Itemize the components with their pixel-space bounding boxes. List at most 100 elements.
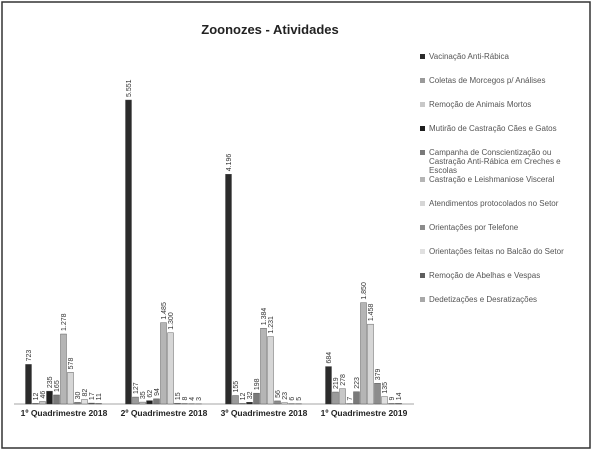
data-label: 56 — [275, 390, 282, 398]
data-label: 35 — [140, 391, 147, 399]
bar — [160, 322, 167, 405]
legend-swatch — [420, 102, 425, 107]
bar — [39, 401, 46, 405]
data-label: 82 — [82, 389, 89, 397]
bar — [146, 400, 153, 405]
bar — [367, 323, 374, 405]
legend-swatch — [420, 54, 425, 59]
data-label: 1.231 — [268, 316, 275, 334]
legend-label: Castração e Leishmaniose Visceral — [429, 175, 555, 184]
bar — [81, 399, 88, 405]
legend-swatch — [420, 150, 425, 155]
bar — [153, 398, 160, 405]
data-label: 6 — [289, 397, 296, 401]
x-tick-label: 2º Quadrimestre 2018 — [121, 408, 208, 418]
legend-swatch — [420, 273, 425, 278]
data-label: 1.485 — [161, 302, 168, 320]
bar — [25, 364, 32, 405]
legend-item: Campanha de Conscientização ou Castração… — [420, 148, 588, 175]
bar — [395, 403, 402, 405]
bar — [260, 328, 267, 405]
data-label: 155 — [233, 381, 240, 393]
chart-title: Zoonozes - Atividades — [201, 22, 338, 37]
data-label: 15 — [175, 392, 182, 400]
legend-label: Campanha de Conscientização ou Castração… — [429, 148, 561, 175]
bar — [325, 366, 332, 405]
x-tick-label: 1º Quadrimestre 2018 — [21, 408, 108, 418]
bar — [353, 391, 360, 405]
bar — [32, 403, 39, 405]
data-label: 9 — [389, 397, 396, 401]
data-label: 3 — [196, 397, 203, 401]
bar — [239, 403, 246, 405]
legend-label: Remoção de Animais Mortos — [429, 100, 532, 109]
legend-label: Dedetizações e Desratizações — [429, 295, 538, 304]
data-label: 5 — [296, 397, 303, 401]
bar — [281, 402, 288, 405]
data-label: 12 — [33, 392, 40, 400]
bar — [246, 402, 253, 405]
bar — [174, 402, 181, 405]
data-label: 198 — [254, 378, 261, 390]
legend-label: Remoção de Abelhas e Vespas — [429, 271, 541, 280]
bar — [74, 402, 81, 405]
legend-swatch — [420, 225, 425, 230]
bar — [53, 394, 60, 405]
bar — [46, 390, 53, 405]
data-label: 23 — [282, 392, 289, 400]
data-label: 62 — [147, 390, 154, 398]
data-label: 14 — [396, 392, 403, 400]
data-label: 1.458 — [368, 304, 375, 322]
data-label: 127 — [133, 382, 140, 394]
bar — [125, 99, 132, 405]
data-label: 8 — [182, 397, 189, 401]
legend-item: Mutirão de Castração Cães e Gatos — [420, 124, 588, 148]
legend-swatch — [420, 297, 425, 302]
data-label: 1.850 — [361, 282, 368, 300]
legend-item: Coletas de Morcegos p/ Análises — [420, 76, 588, 100]
data-label: 235 — [47, 376, 54, 388]
data-label: 7 — [347, 397, 354, 401]
legend-swatch — [420, 78, 425, 83]
data-label: 379 — [375, 368, 382, 380]
data-label: 12 — [240, 392, 247, 400]
data-label: 723 — [26, 350, 33, 362]
bar — [267, 336, 274, 405]
legend-item: Remoção de Abelhas e Vespas — [420, 271, 588, 295]
data-label: 219 — [333, 377, 340, 389]
legend-label: Vacinação Anti-Rábica — [429, 52, 509, 61]
data-label: 578 — [68, 358, 75, 370]
legend-item: Vacinação Anti-Rábica — [420, 52, 588, 76]
legend-item: Orientações feitas no Balcão do Setor — [420, 247, 588, 271]
data-label: 30 — [75, 391, 82, 399]
bar — [167, 332, 174, 405]
legend-label: Atendimentos protocolados no Setor — [429, 199, 559, 208]
legend-label: Mutirão de Castração Cães e Gatos — [429, 124, 557, 133]
legend-item: Dedetizações e Desratizações — [420, 295, 588, 319]
data-label: 17 — [89, 392, 96, 400]
bar — [360, 302, 367, 405]
data-label: 165 — [54, 380, 61, 392]
data-label: 94 — [154, 388, 161, 396]
bar — [88, 402, 95, 405]
legend-swatch — [420, 126, 425, 131]
bar — [332, 391, 339, 405]
data-label: 32 — [247, 391, 254, 399]
bar — [381, 396, 388, 405]
bar — [274, 400, 281, 405]
data-label: 4 — [189, 397, 196, 401]
legend-item: Atendimentos protocolados no Setor — [420, 199, 588, 223]
bar — [232, 395, 239, 405]
legend-swatch — [420, 201, 425, 206]
data-label: 135 — [382, 382, 389, 394]
bar — [60, 333, 67, 405]
data-label: 1.300 — [168, 312, 175, 330]
legend-swatch — [420, 249, 425, 254]
data-label: 684 — [326, 352, 333, 364]
data-label: 1.384 — [261, 308, 268, 326]
legend-item: Remoção de Animais Mortos — [420, 100, 588, 124]
data-label: 278 — [340, 374, 347, 386]
bar — [139, 401, 146, 405]
bar — [132, 396, 139, 405]
